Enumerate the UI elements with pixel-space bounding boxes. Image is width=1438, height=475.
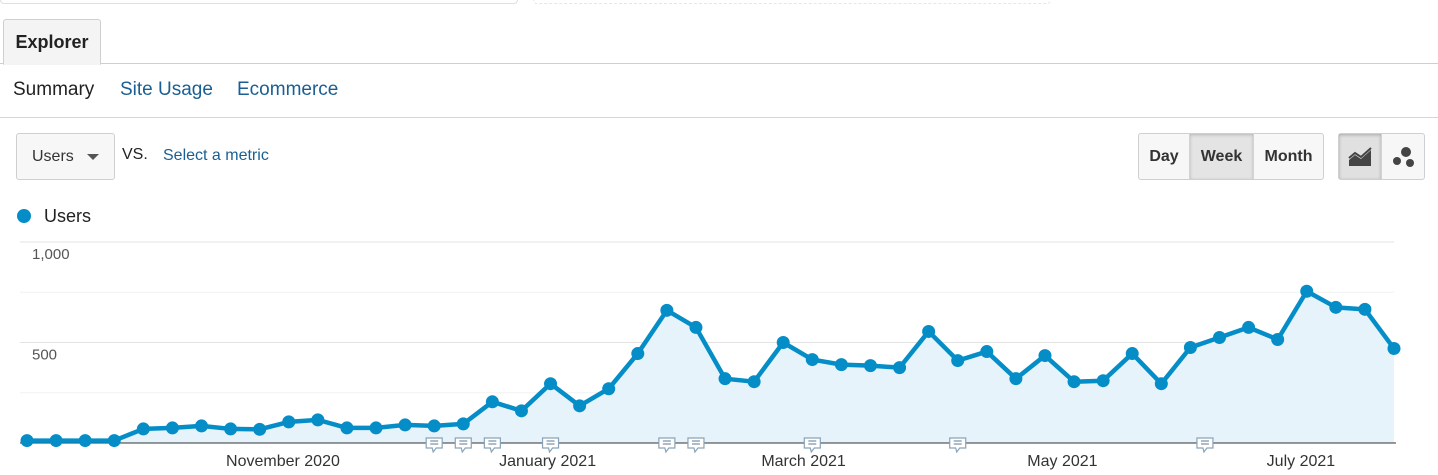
y-tick-label: 500 [32,347,57,364]
tab-bar: Explorer [0,0,1438,65]
x-tick-label: November 2020 [226,453,340,470]
motion-chart-button[interactable] [1382,134,1425,179]
users-data-point[interactable] [573,399,587,413]
users-data-point[interactable] [398,418,412,432]
users-data-point[interactable] [834,358,848,372]
annotation-icon[interactable] [658,437,676,454]
users-data-point[interactable] [369,421,383,435]
tab-explorer[interactable]: Explorer [3,19,101,65]
users-data-point[interactable] [631,347,645,361]
legend-users-dot [17,209,31,223]
users-data-point[interactable] [1154,377,1168,391]
users-data-point[interactable] [456,417,470,431]
select-metric-link[interactable]: Select a metric [163,147,269,164]
line-chart-button[interactable] [1339,134,1382,179]
x-tick-label: January 2021 [499,453,596,470]
users-data-point[interactable] [340,421,354,435]
subnav-site-usage[interactable]: Site Usage [120,79,213,100]
users-data-point[interactable] [282,415,296,429]
users-data-point[interactable] [20,434,34,448]
metric-dropdown[interactable]: Users [16,133,115,180]
users-data-point[interactable] [514,404,528,418]
users-data-point[interactable] [107,434,121,448]
users-data-point[interactable] [922,324,936,338]
subnav-ecommerce[interactable]: Ecommerce [237,79,339,100]
annotation-icon[interactable] [454,437,472,454]
users-data-point[interactable] [980,345,994,359]
week-button[interactable]: Week [1190,134,1254,179]
users-data-point[interactable] [805,353,819,367]
users-data-point[interactable] [863,359,877,373]
users-data-point[interactable] [660,303,674,317]
chart-type-toggle [1338,133,1425,180]
annotation-icon[interactable] [949,437,967,454]
annotation-icon[interactable] [803,437,821,454]
report-subnav: Summary Site Usage Ecommerce [0,64,1438,118]
period-toggle: Day Week Month [1138,133,1324,180]
x-tick-label: March 2021 [761,453,846,470]
users-data-point[interactable] [78,434,92,448]
x-tick-label: May 2021 [1027,453,1097,470]
annotation-icon[interactable] [425,437,443,454]
users-data-point[interactable] [544,377,558,391]
users-data-point[interactable] [747,375,761,389]
day-button[interactable]: Day [1139,134,1190,179]
users-data-point[interactable] [1009,372,1023,386]
users-data-point[interactable] [1212,330,1226,344]
users-data-point[interactable] [951,354,965,368]
users-data-point[interactable] [1183,341,1197,355]
y-tick-label: 1,000 [32,246,70,263]
users-data-point[interactable] [49,434,63,448]
vs-label: VS. [122,146,148,163]
users-data-point[interactable] [718,372,732,386]
users-data-point[interactable] [485,395,499,409]
subnav-summary[interactable]: Summary [13,79,95,100]
users-data-point[interactable] [776,336,790,349]
users-data-point[interactable] [1125,347,1139,361]
users-data-point[interactable] [195,419,209,433]
users-data-point[interactable] [1242,320,1256,334]
bubble-chart-icon [1392,146,1414,167]
users-data-point[interactable] [689,320,703,334]
metric-dropdown-label: Users [32,148,74,165]
users-data-point[interactable] [1038,349,1052,363]
users-data-point[interactable] [165,421,179,435]
users-line-chart: 1,000 500 November 2020 January 2021 March 2… [20,241,1401,470]
users-data-point[interactable] [311,413,325,427]
users-data-point[interactable] [253,422,267,436]
line-chart-icon [1348,146,1372,166]
users-data-point[interactable] [1096,374,1110,388]
users-data-point[interactable] [893,361,907,375]
users-data-point[interactable] [1300,284,1314,298]
users-data-point[interactable] [1358,302,1372,316]
users-data-point[interactable] [224,422,238,436]
users-data-point[interactable] [1271,332,1285,346]
annotation-icon[interactable] [687,437,705,454]
users-data-point[interactable] [1329,300,1343,314]
x-tick-label: July 2021 [1267,453,1336,470]
annotation-icon[interactable] [541,437,560,454]
users-area-fill [27,291,1394,443]
users-data-point[interactable] [1067,375,1081,389]
users-data-point[interactable] [136,422,150,436]
caret-down-icon [87,154,99,160]
annotation-icon[interactable] [483,437,501,454]
users-data-point[interactable] [602,382,616,396]
users-data-point[interactable] [427,419,441,433]
annotation-icon[interactable] [1196,437,1214,454]
users-data-point[interactable] [1387,342,1401,356]
month-button[interactable]: Month [1264,148,1313,165]
legend-users-label: Users [44,206,92,226]
